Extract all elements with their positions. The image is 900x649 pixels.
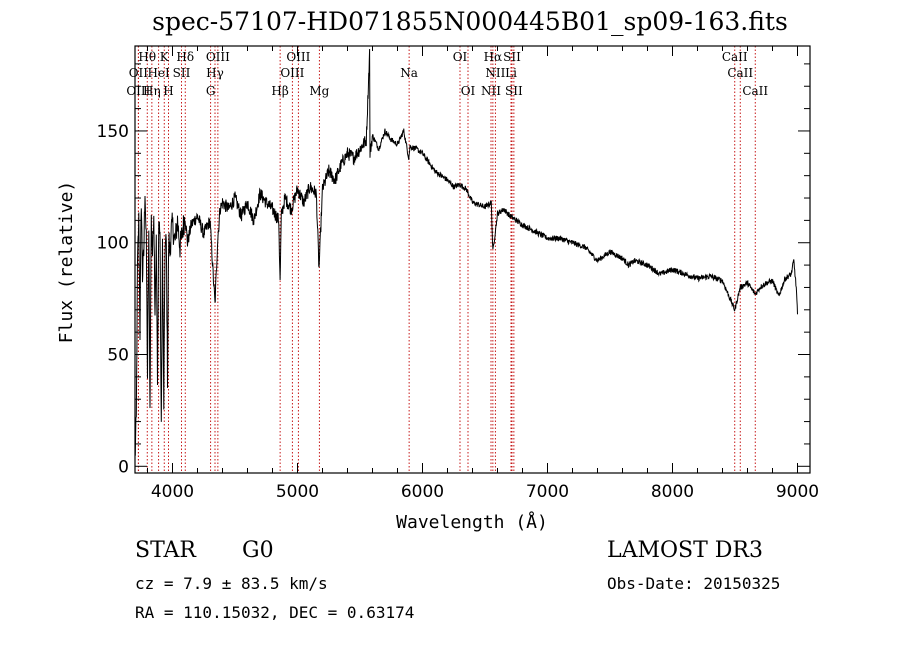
x-tick-label: 9000 <box>776 482 819 502</box>
spectral-line-label: Hγ <box>206 66 224 80</box>
spectral-line-label: Hβ <box>271 84 288 98</box>
plot-frame <box>134 45 811 474</box>
redshift-velocity: cz = 7.9 ± 83.5 km/s <box>135 574 328 593</box>
spectrum-line <box>134 48 798 456</box>
spectral-line-label: Mg <box>309 84 329 98</box>
object-subclass: G0 <box>242 538 274 563</box>
y-tick-label: 50 <box>107 346 129 366</box>
spectral-line-label: SII <box>503 50 521 64</box>
x-tick-label: 5000 <box>276 482 319 502</box>
spectral-line-label: OI <box>461 84 476 98</box>
object-class: STAR <box>135 538 196 563</box>
spectral-line-label: NII <box>485 66 505 80</box>
spectral-line-label: Na <box>400 66 418 80</box>
spectral-line-label: NII <box>481 84 501 98</box>
spectral-line-label: OIII <box>280 66 304 80</box>
spectral-line-label: CaII <box>742 84 768 98</box>
spectral-line-label: OIII <box>286 50 310 64</box>
observation-date: Obs-Date: 20150325 <box>607 574 781 593</box>
y-tick-label: 0 <box>118 457 129 477</box>
spectral-line-label: OI <box>453 50 468 64</box>
x-tick-label: 7000 <box>526 482 569 502</box>
spectral-line-label: OII <box>129 66 149 80</box>
spectral-line-label: OIII <box>206 50 230 64</box>
x-axis-label: Wavelength (Å) <box>396 511 548 533</box>
spectral-line-label: Li <box>505 66 517 80</box>
spectral-line-label: OIII <box>126 84 150 98</box>
spectral-line-label: H <box>163 84 173 98</box>
spectral-line-label: CaII <box>722 50 748 64</box>
axes: 4000 5000 6000 7000 8000 9000 0 50 100 150 <box>97 45 819 502</box>
y-tick-label: 150 <box>97 122 129 142</box>
spectral-line-label: Hδ <box>176 50 194 64</box>
spectral-line-label: Hα <box>484 50 503 64</box>
line-markers <box>137 46 756 473</box>
spectral-line-label: SII <box>173 66 191 80</box>
chart-title: spec-57107-HD071855N000445B01_sp09-163.f… <box>152 7 788 36</box>
y-axis-label: Flux (relative) <box>56 181 77 344</box>
spectral-line-label: K <box>160 50 170 64</box>
coordinates: RA = 110.15032, DEC = 0.63174 <box>135 603 415 622</box>
spectral-line-label: Hη <box>143 84 161 98</box>
spectral-line-label: Hθ <box>138 50 156 64</box>
spectral-line-label: HeI <box>147 66 170 80</box>
spectral-line-label: SII <box>505 84 523 98</box>
x-tick-label: 4000 <box>151 482 194 502</box>
spectral-line-label: CaII <box>727 66 753 80</box>
survey-name: LAMOST DR3 <box>607 538 763 563</box>
y-tick-label: 100 <box>97 234 129 254</box>
x-tick-label: 8000 <box>651 482 694 502</box>
x-tick-label: 6000 <box>401 482 444 502</box>
spectrum-series <box>134 48 798 456</box>
spectral-line-label: G <box>206 84 216 98</box>
